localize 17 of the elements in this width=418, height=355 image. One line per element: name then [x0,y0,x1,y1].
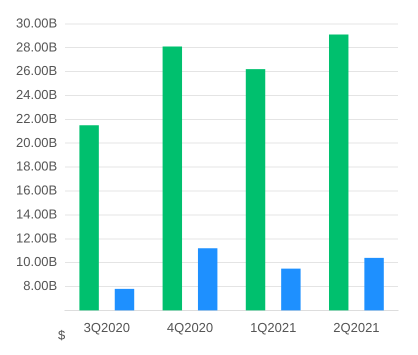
y-tick-label: 18.00B [16,158,58,174]
y-tick-label: 26.00B [16,63,58,78]
y-tick-label: 30.00B [16,15,58,30]
y-tick-label: 22.00B [16,110,58,126]
y-tick-label: 14.00B [16,206,58,222]
y-tick-label: 24.00B [16,87,58,102]
y-tick-label: 12.00B [16,230,58,246]
x-tick-label: 1Q2021 [250,320,296,335]
y-tick-label: 16.00B [16,182,58,198]
y-tick-label: 8.00B [23,278,58,294]
x-tick-label: 2Q2021 [333,320,380,335]
y-tick-label: 28.00B [16,39,58,54]
y-tick-label: 10.00B [16,254,58,270]
x-tick-label: 4Q2020 [166,320,214,335]
x-tick-label: 3Q2020 [84,320,130,335]
text: $ [58,328,66,343]
y-tick-label: 20.00B [16,134,58,150]
